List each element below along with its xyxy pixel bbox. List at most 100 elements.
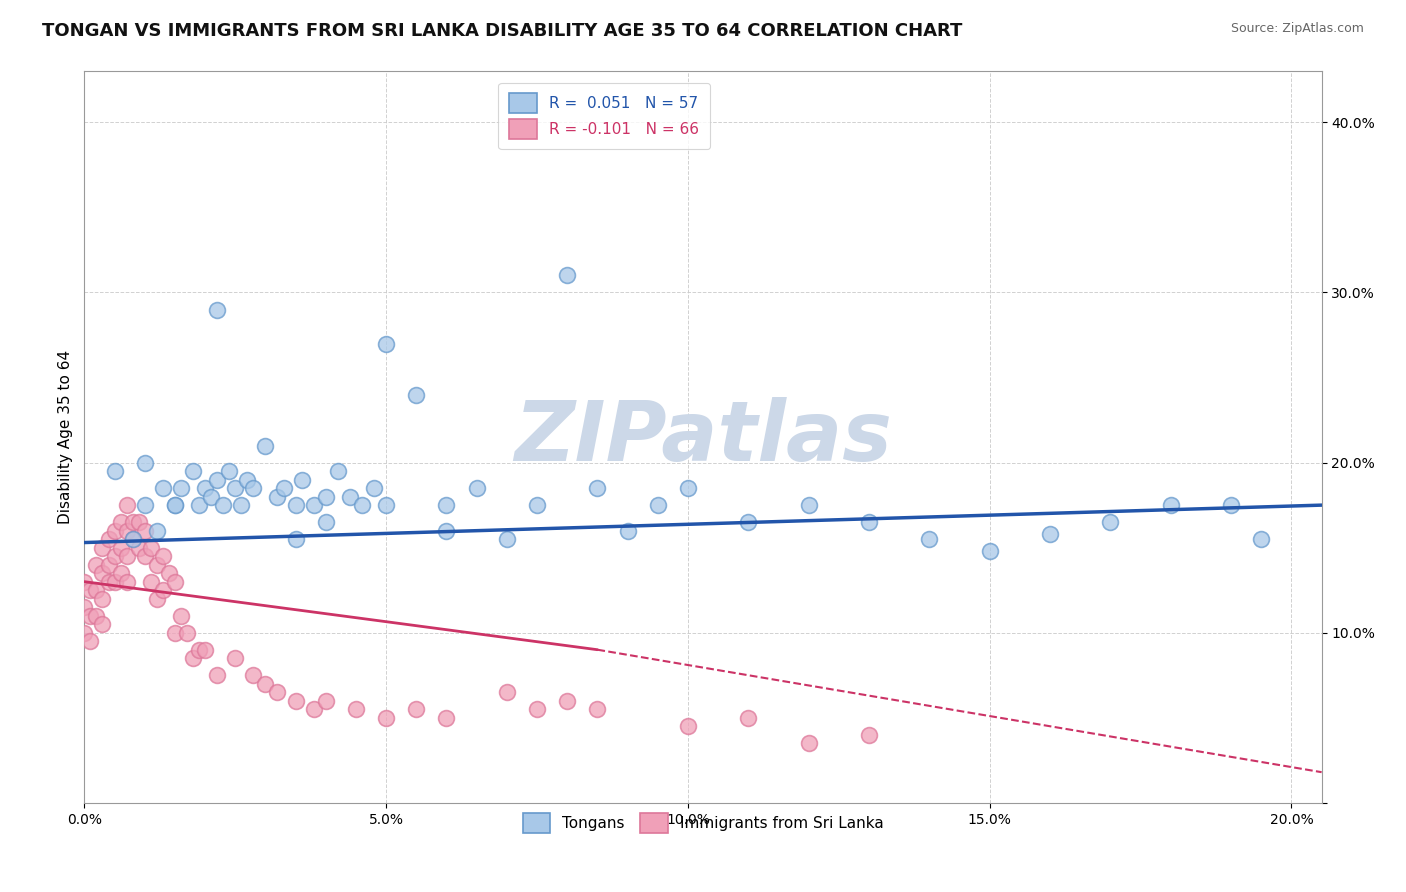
Point bbox=[326, 464, 349, 478]
Point bbox=[224, 481, 246, 495]
Point bbox=[242, 481, 264, 495]
Point bbox=[302, 498, 325, 512]
Point bbox=[315, 694, 337, 708]
Point bbox=[188, 498, 211, 512]
Point bbox=[91, 541, 114, 555]
Point bbox=[181, 464, 204, 478]
Point bbox=[170, 481, 193, 495]
Point bbox=[315, 515, 337, 529]
Point bbox=[242, 668, 264, 682]
Point bbox=[405, 387, 427, 401]
Point bbox=[97, 532, 120, 546]
Point bbox=[152, 549, 174, 563]
Point bbox=[86, 558, 108, 572]
Point bbox=[152, 583, 174, 598]
Point bbox=[110, 541, 132, 555]
Point bbox=[194, 481, 217, 495]
Point bbox=[1099, 515, 1122, 529]
Text: ZIPatlas: ZIPatlas bbox=[515, 397, 891, 477]
Point bbox=[103, 549, 125, 563]
Point bbox=[344, 702, 367, 716]
Point bbox=[170, 608, 193, 623]
Point bbox=[405, 702, 427, 716]
Point bbox=[134, 498, 156, 512]
Point bbox=[236, 473, 259, 487]
Point bbox=[152, 481, 174, 495]
Point bbox=[676, 481, 699, 495]
Point bbox=[121, 532, 143, 546]
Point bbox=[858, 515, 880, 529]
Point bbox=[302, 702, 325, 716]
Point bbox=[254, 439, 277, 453]
Point bbox=[918, 532, 941, 546]
Point bbox=[350, 498, 373, 512]
Point bbox=[1220, 498, 1243, 512]
Y-axis label: Disability Age 35 to 64: Disability Age 35 to 64 bbox=[58, 350, 73, 524]
Point bbox=[266, 490, 288, 504]
Point bbox=[115, 498, 138, 512]
Text: TONGAN VS IMMIGRANTS FROM SRI LANKA DISABILITY AGE 35 TO 64 CORRELATION CHART: TONGAN VS IMMIGRANTS FROM SRI LANKA DISA… bbox=[42, 22, 963, 40]
Point bbox=[254, 677, 277, 691]
Point bbox=[979, 544, 1001, 558]
Point bbox=[224, 651, 246, 665]
Point bbox=[200, 490, 222, 504]
Point bbox=[128, 515, 150, 529]
Point bbox=[79, 608, 101, 623]
Point bbox=[495, 685, 517, 699]
Point bbox=[284, 694, 307, 708]
Point bbox=[128, 541, 150, 555]
Point bbox=[139, 574, 162, 589]
Point bbox=[526, 702, 548, 716]
Legend: Tongans, Immigrants from Sri Lanka: Tongans, Immigrants from Sri Lanka bbox=[516, 807, 890, 839]
Point bbox=[176, 625, 198, 640]
Point bbox=[339, 490, 361, 504]
Point bbox=[526, 498, 548, 512]
Point bbox=[218, 464, 240, 478]
Point bbox=[121, 532, 143, 546]
Point bbox=[146, 524, 169, 538]
Point bbox=[375, 498, 398, 512]
Point bbox=[797, 498, 820, 512]
Point bbox=[86, 583, 108, 598]
Point bbox=[163, 625, 186, 640]
Point bbox=[315, 490, 337, 504]
Point bbox=[375, 336, 398, 351]
Point bbox=[73, 600, 96, 615]
Point bbox=[586, 702, 609, 716]
Point bbox=[797, 736, 820, 750]
Point bbox=[284, 498, 307, 512]
Point bbox=[146, 591, 169, 606]
Point bbox=[91, 617, 114, 632]
Point bbox=[858, 728, 880, 742]
Point bbox=[436, 498, 458, 512]
Point bbox=[212, 498, 235, 512]
Point bbox=[134, 524, 156, 538]
Point bbox=[91, 566, 114, 581]
Point bbox=[73, 625, 96, 640]
Point bbox=[134, 549, 156, 563]
Point bbox=[436, 711, 458, 725]
Point bbox=[676, 719, 699, 733]
Point bbox=[231, 498, 253, 512]
Point bbox=[205, 302, 228, 317]
Point bbox=[79, 634, 101, 648]
Point bbox=[91, 591, 114, 606]
Point bbox=[79, 583, 101, 598]
Text: Source: ZipAtlas.com: Source: ZipAtlas.com bbox=[1230, 22, 1364, 36]
Point bbox=[1160, 498, 1182, 512]
Point bbox=[97, 558, 120, 572]
Point bbox=[103, 464, 125, 478]
Point bbox=[555, 694, 578, 708]
Point bbox=[146, 558, 169, 572]
Point bbox=[73, 574, 96, 589]
Point bbox=[103, 524, 125, 538]
Point bbox=[1039, 527, 1062, 541]
Point bbox=[1250, 532, 1272, 546]
Point bbox=[284, 532, 307, 546]
Point bbox=[363, 481, 385, 495]
Point bbox=[163, 574, 186, 589]
Point bbox=[115, 574, 138, 589]
Point bbox=[737, 711, 759, 725]
Point bbox=[737, 515, 759, 529]
Point bbox=[647, 498, 669, 512]
